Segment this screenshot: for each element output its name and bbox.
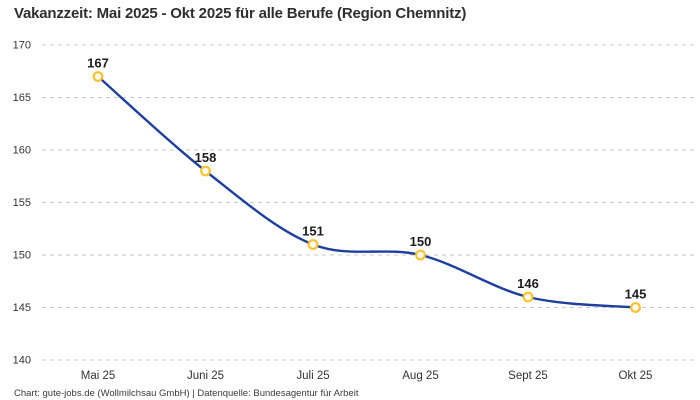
x-tick-label: Aug 25 (402, 370, 438, 382)
chart-footer: Chart: gute-jobs.de (Wollmilchsau GmbH) … (14, 388, 359, 399)
y-tick-label: 165 (13, 92, 31, 104)
y-tick-label: 145 (13, 302, 31, 314)
line-path (96, 75, 637, 309)
x-tick-label: Sept 25 (508, 370, 548, 382)
data-point-label: 150 (410, 234, 432, 249)
x-tick-label: Okt 25 (619, 370, 653, 382)
data-point-label: 146 (517, 276, 539, 291)
data-point-label: 158 (195, 150, 217, 165)
data-point-marker (200, 165, 211, 177)
x-tick-label: Juli 25 (296, 370, 329, 382)
data-point-marker (307, 239, 319, 250)
y-tick-label: 150 (13, 250, 31, 262)
y-tick-label: 160 (13, 145, 31, 157)
data-point-label: 167 (87, 56, 109, 71)
data-point-label: 145 (625, 287, 647, 302)
data-point-marker (630, 302, 641, 313)
data-point-marker (415, 249, 426, 261)
y-tick-label: 140 (13, 355, 31, 367)
y-tick-label: 170 (13, 40, 31, 52)
data-point-marker (522, 291, 534, 303)
x-tick-label: Mai 25 (81, 370, 116, 382)
x-tick-label: Juni 25 (187, 370, 224, 382)
data-point-marker (92, 71, 104, 82)
y-tick-label: 155 (13, 197, 31, 209)
chart-title: Vakanzzeit: Mai 2025 - Okt 2025 für alle… (14, 5, 467, 22)
data-point-label: 151 (302, 224, 324, 239)
